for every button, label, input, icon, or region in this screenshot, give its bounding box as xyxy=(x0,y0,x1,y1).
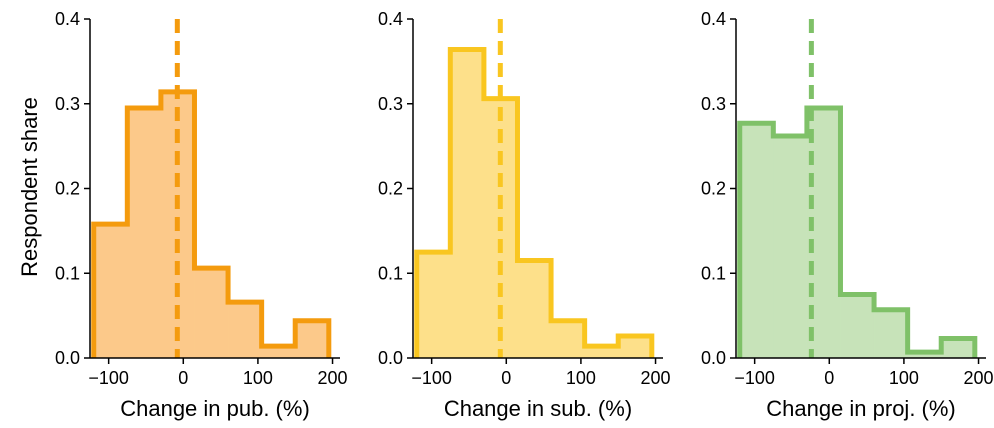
x-tick-label: 200 xyxy=(641,368,671,388)
x-tick-label: 0 xyxy=(178,368,188,388)
x-axis-label: Change in sub. (%) xyxy=(444,396,632,421)
y-tick-label: 0.4 xyxy=(378,9,403,29)
y-tick-label: 0.1 xyxy=(378,263,403,283)
y-tick-label: 0.0 xyxy=(701,348,726,368)
y-tick-label: 0.4 xyxy=(701,9,726,29)
histogram-outline xyxy=(414,47,655,358)
y-tick-label: 0.2 xyxy=(701,179,726,199)
histogram-bar xyxy=(194,267,229,359)
histogram-panels: 0.0 0.1 0.2 0.3 0.4 −100 0 100 200 Change in pub.… xyxy=(55,9,994,421)
chart-panel-1: 0.0 0.1 0.2 0.3 0.4 −100 0 100 200 Change in pub.… xyxy=(55,9,348,421)
histogram-bar xyxy=(127,107,162,359)
chart-panel-2: 0.0 0.1 0.2 0.3 0.4 −100 0 100 200 Change in sub.… xyxy=(378,9,671,421)
y-tick-label: 0.3 xyxy=(701,94,726,114)
x-tick-label: −100 xyxy=(411,368,452,388)
x-tick-label: 200 xyxy=(964,368,994,388)
histogram-bar xyxy=(294,320,330,359)
x-axis-label: Change in pub. (%) xyxy=(120,396,310,421)
x-tick-label: 100 xyxy=(243,368,273,388)
histogram-outline xyxy=(737,105,978,358)
histogram-bar xyxy=(550,320,585,359)
y-tick-label: 0.2 xyxy=(55,179,80,199)
histogram-bar xyxy=(840,294,875,359)
y-tick-label: 0.0 xyxy=(55,348,80,368)
y-tick-label: 0.1 xyxy=(55,263,80,283)
x-tick-label: −100 xyxy=(734,368,775,388)
x-tick-label: 200 xyxy=(318,368,348,388)
y-tick-label: 0.0 xyxy=(378,348,403,368)
x-axis-label: Change in proj. (%) xyxy=(766,396,956,421)
histogram-bar xyxy=(806,107,841,359)
y-axis-label: Respondent share xyxy=(17,97,42,277)
histogram-bar xyxy=(416,251,451,359)
histogram-bar xyxy=(773,135,808,359)
y-tick-label: 0.1 xyxy=(701,263,726,283)
histogram-outline xyxy=(91,89,332,358)
x-tick-label: 100 xyxy=(566,368,596,388)
x-tick-label: −100 xyxy=(88,368,129,388)
y-tick-label: 0.4 xyxy=(55,9,80,29)
histogram-bar xyxy=(93,223,128,359)
x-tick-label: 0 xyxy=(824,368,834,388)
y-tick-label: 0.2 xyxy=(378,179,403,199)
chart-panel-3: 0.0 0.1 0.2 0.3 0.4 −100 0 100 200 Change in proj… xyxy=(701,9,994,421)
histogram-bar xyxy=(517,260,552,359)
histogram-bar xyxy=(739,122,774,359)
histogram-bar xyxy=(227,301,262,359)
histogram-bar xyxy=(450,49,485,359)
x-tick-label: 100 xyxy=(889,368,919,388)
x-tick-label: 0 xyxy=(501,368,511,388)
y-tick-label: 0.3 xyxy=(378,94,403,114)
histogram-bar xyxy=(617,335,653,359)
histogram-bar xyxy=(940,338,976,359)
histogram-bar xyxy=(873,309,908,359)
y-tick-label: 0.3 xyxy=(55,94,80,114)
